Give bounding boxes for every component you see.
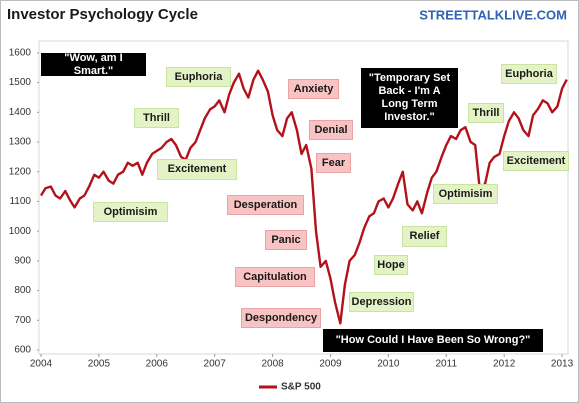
y-tick-label: 1600 xyxy=(9,48,32,59)
annotation: Excitement xyxy=(157,159,237,180)
annotation: Panic xyxy=(265,230,307,250)
x-tick-label: 2013 xyxy=(551,359,574,370)
legend-label: S&P 500 xyxy=(281,382,321,393)
annotation: Excitement xyxy=(503,151,569,171)
annotation: Anxiety xyxy=(288,79,339,99)
y-tick-label: 900 xyxy=(14,256,31,267)
x-tick-label: 2009 xyxy=(319,359,342,370)
x-tick-label: 2007 xyxy=(204,359,227,370)
annotation: Desperation xyxy=(227,195,304,215)
annotation: Thrill xyxy=(468,103,504,123)
series-line xyxy=(39,69,568,325)
y-tick-label: 1300 xyxy=(9,137,32,148)
y-tick-label: 800 xyxy=(14,285,31,296)
y-tick-label: 700 xyxy=(14,315,31,326)
annotation: Capitulation xyxy=(235,267,315,287)
y-tick-label: 1500 xyxy=(9,77,32,88)
chart-title: Investor Psychology Cycle xyxy=(7,6,198,23)
annotation: Depression xyxy=(349,292,414,312)
annotation: "Temporary Set Back - I'm A Long Term In… xyxy=(361,68,458,128)
y-tick-label: 1200 xyxy=(9,166,32,177)
annotation: "How Could I Have Been So Wrong?" xyxy=(323,329,543,352)
source-label: STREETTALKLIVE.COM xyxy=(419,7,567,22)
y-tick-label: 1000 xyxy=(9,226,32,237)
x-tick-label: 2011 xyxy=(436,359,458,370)
x-tick-label: 2008 xyxy=(261,359,284,370)
annotation: Fear xyxy=(316,153,351,173)
annotation: "Wow, am I Smart." xyxy=(41,52,146,77)
annotation: Thrill xyxy=(134,108,179,128)
y-tick-label: 1100 xyxy=(9,196,31,207)
y-tick-label: 1400 xyxy=(9,107,32,118)
x-tick-label: 2012 xyxy=(493,359,516,370)
annotation: Relief xyxy=(402,226,447,247)
annotation: Euphoria xyxy=(501,64,557,84)
annotation: Optimisim xyxy=(433,184,498,204)
annotation: Euphoria xyxy=(166,67,231,87)
plot-frame xyxy=(38,40,569,355)
x-tick-label: 2004 xyxy=(30,359,53,370)
annotation: Hope xyxy=(374,255,408,275)
annotation: Optimisim xyxy=(93,202,168,222)
annotation: Denial xyxy=(309,120,353,140)
x-tick-label: 2005 xyxy=(88,359,111,370)
x-tick-label: 2006 xyxy=(146,359,169,370)
x-tick-label: 2010 xyxy=(377,359,400,370)
annotation: Despondency xyxy=(241,308,321,328)
y-tick-label: 600 xyxy=(14,345,31,356)
